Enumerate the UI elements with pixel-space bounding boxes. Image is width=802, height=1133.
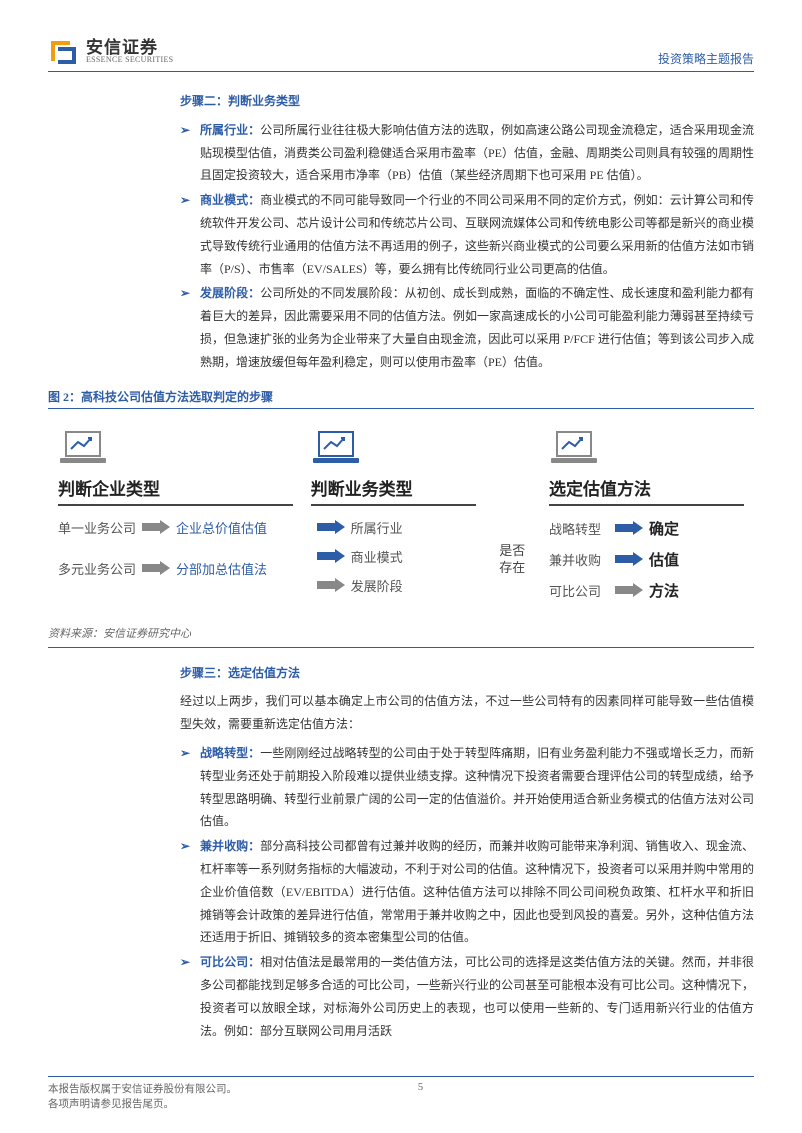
bullet-label: 战略转型： (200, 746, 260, 760)
page-footer: 本报告版权属于安信证券股份有限公司。 各项声明请参见报告尾页。 5 (48, 1076, 754, 1114)
bullet-arrow-icon: ➢ (180, 742, 200, 833)
col3-row1-left: 战略转型 (549, 519, 609, 538)
header-title: 投资策略主题报告 (658, 50, 754, 67)
col1-row2-left: 多元业务公司 (58, 559, 136, 578)
arrow-icon (142, 520, 170, 534)
col2-row1: 所属行业 (351, 518, 403, 537)
bullet-text: 公司所处的不同发展阶段：从初创、成长到成熟，面临的不确定性、成长速度和盈利能力都… (200, 286, 754, 368)
bullet-text: 部分高科技公司都曾有过兼并收购的经历，而兼并收购可能带来净利润、销售收入、现金流… (200, 839, 754, 944)
bullet-label: 可比公司： (200, 955, 260, 969)
footer-line1: 本报告版权属于安信证券股份有限公司。 (48, 1082, 237, 1098)
arrow-icon (317, 520, 345, 534)
col1-row1-right: 企业总价值估值 (176, 518, 267, 537)
center-line1: 是否 (499, 543, 525, 560)
figure-title: 图 2：高科技公司估值方法选取判定的步骤 (48, 388, 754, 409)
col1-row1-left: 单一业务公司 (58, 518, 136, 537)
bullet-label: 所属行业： (200, 123, 260, 137)
laptop-chart-icon (311, 429, 361, 467)
bullet-arrow-icon: ➢ (180, 119, 200, 187)
figure-box: 判断企业类型 单一业务公司 企业总价值估值 多元业务公司 分部加总估值法 (48, 421, 754, 648)
col3-row2-left: 兼并收购 (549, 550, 609, 569)
col1-row2-right: 分部加总估值法 (176, 559, 267, 578)
bullet-item: ➢ 战略转型：一些刚刚经过战略转型的公司由于处于转型阵痛期，旧有业务盈利能力不强… (180, 742, 754, 833)
arrow-icon (615, 521, 643, 535)
logo-subtitle: ESSENCE SECURITIES (86, 56, 173, 64)
bullet-item: ➢ 所属行业：公司所属行业往往极大影响估值方法的选取，例如高速公路公司现金流稳定… (180, 119, 754, 187)
bullet-item: ➢ 商业模式：商业模式的不同可能导致同一个行业的不同公司采用不同的定价方式，例如… (180, 189, 754, 280)
logo-title: 安信证券 (86, 39, 173, 56)
bullet-item: ➢ 兼并收购：部分高科技公司都曾有过兼并收购的经历，而兼并收购可能带来净利润、销… (180, 835, 754, 949)
center-label: 是否 存在 (493, 429, 531, 611)
arrow-icon (317, 549, 345, 563)
step3-intro: 经过以上两步，我们可以基本确定上市公司的估值方法，不过一些公司特有的因素同样可能… (180, 690, 754, 736)
col3-row1-right: 确定 (649, 518, 679, 539)
bullet-text: 商业模式的不同可能导致同一个行业的不同公司采用不同的定价方式，例如：云计算公司和… (200, 193, 754, 275)
bullet-arrow-icon: ➢ (180, 951, 200, 1042)
diagram: 判断企业类型 单一业务公司 企业总价值估值 多元业务公司 分部加总估值法 (48, 421, 754, 621)
step3-title: 步骤三：选定估值方法 (180, 662, 754, 685)
col2-heading: 判断业务类型 (311, 475, 476, 500)
col3-heading: 选定估值方法 (549, 475, 744, 500)
logo: 安信证券 ESSENCE SECURITIES (48, 35, 173, 67)
laptop-chart-icon (58, 429, 108, 467)
col3-row3-left: 可比公司 (549, 581, 609, 600)
page-header: 安信证券 ESSENCE SECURITIES 投资策略主题报告 (48, 35, 754, 72)
bullet-arrow-icon: ➢ (180, 189, 200, 280)
bullet-label: 发展阶段： (200, 286, 260, 300)
arrow-icon (142, 561, 170, 575)
bullet-item: ➢ 发展阶段：公司所处的不同发展阶段：从初创、成长到成熟，面临的不确定性、成长速… (180, 282, 754, 373)
figure-source: 资料来源：安信证券研究中心 (48, 625, 754, 641)
footer-line2: 各项声明请参见报告尾页。 (48, 1097, 237, 1113)
bullet-text: 一些刚刚经过战略转型的公司由于处于转型阵痛期，旧有业务盈利能力不强或增长乏力，而… (200, 746, 754, 828)
bullet-text: 相对估值法是最常用的一类估值方法，可比公司的选择是这类估值方法的关键。然而，并非… (200, 955, 754, 1037)
arrow-icon (317, 578, 345, 592)
arrow-icon (615, 583, 643, 597)
col2-row3: 发展阶段 (351, 576, 403, 595)
logo-icon (48, 35, 80, 67)
bullet-arrow-icon: ➢ (180, 282, 200, 373)
col2-row2: 商业模式 (351, 547, 403, 566)
bullet-label: 商业模式： (200, 193, 260, 207)
step2-section: 步骤二：判断业务类型 ➢ 所属行业：公司所属行业往往极大影响估值方法的选取，例如… (180, 90, 754, 374)
col1-heading: 判断企业类型 (58, 475, 293, 500)
step3-section: 步骤三：选定估值方法 经过以上两步，我们可以基本确定上市公司的估值方法，不过一些… (180, 662, 754, 1043)
step2-title: 步骤二：判断业务类型 (180, 90, 754, 113)
laptop-chart-icon (549, 429, 599, 467)
arrow-icon (615, 552, 643, 566)
page-number: 5 (237, 1082, 604, 1114)
bullet-text: 公司所属行业往往极大影响估值方法的选取，例如高速公路公司现金流稳定，适合采用现金… (200, 123, 754, 183)
col3-row3-right: 方法 (649, 580, 679, 601)
bullet-arrow-icon: ➢ (180, 835, 200, 949)
col3-row2-right: 估值 (649, 549, 679, 570)
bullet-label: 兼并收购： (200, 839, 260, 853)
center-line2: 存在 (499, 560, 525, 577)
bullet-item: ➢ 可比公司：相对估值法是最常用的一类估值方法，可比公司的选择是这类估值方法的关… (180, 951, 754, 1042)
